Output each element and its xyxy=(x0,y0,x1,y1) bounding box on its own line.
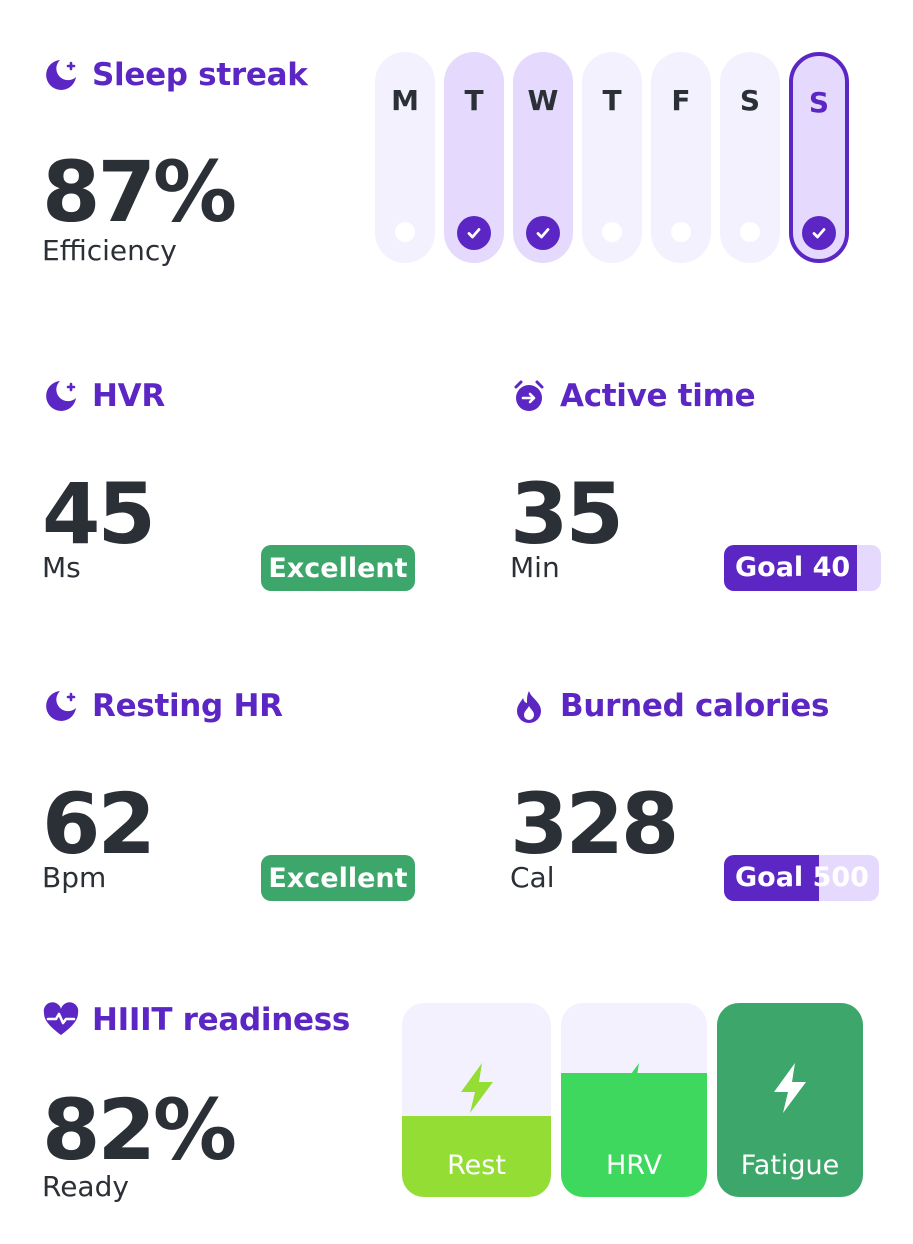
hvr-header: HVR xyxy=(42,377,165,415)
active-time-value: 35 xyxy=(510,465,624,563)
day-pill[interactable]: W xyxy=(513,52,573,263)
check-icon xyxy=(457,216,491,250)
resting-hr-status-badge: Excellent xyxy=(261,855,415,901)
readiness-card-label: Fatigue xyxy=(740,1150,840,1181)
active-time-title: Active time xyxy=(560,378,756,414)
active-time-header: Active time xyxy=(510,377,756,415)
alarm-clock-icon xyxy=(510,377,548,415)
day-pill[interactable]: T xyxy=(582,52,642,263)
heart-pulse-icon xyxy=(42,1001,80,1039)
day-letter: W xyxy=(527,84,559,117)
day-letter: S xyxy=(739,84,761,117)
hvr-status-badge: Excellent xyxy=(261,545,415,591)
readiness-card-label: HRV xyxy=(605,1150,663,1181)
moon-star-icon xyxy=(42,377,80,415)
resting-hr-header: Resting HR xyxy=(42,687,283,725)
lightning-bolt-icon xyxy=(612,1061,656,1115)
readiness-card-fatigue[interactable]: Fatigue xyxy=(717,1003,863,1197)
burned-calories-goal-fill xyxy=(724,855,819,901)
burned-calories-unit: Cal xyxy=(510,861,555,894)
readiness-card-label: Rest xyxy=(447,1150,506,1181)
hiit-readiness-header: HIIIT readiness xyxy=(42,1001,350,1039)
burned-calories-header: Burned calories xyxy=(510,687,829,725)
burned-calories-goal-bar: Goal 500 xyxy=(724,855,879,901)
empty-day-dot xyxy=(602,222,622,242)
day-pill[interactable]: S xyxy=(720,52,780,263)
lightning-bolt-icon xyxy=(768,1061,812,1115)
hiit-readiness-title: HIIIT readiness xyxy=(92,1002,351,1038)
day-pill[interactable]: F xyxy=(651,52,711,263)
day-pill[interactable]: S xyxy=(789,52,849,263)
hiit-readiness-value: 82% xyxy=(42,1081,237,1179)
day-letter: M xyxy=(391,84,419,117)
check-icon xyxy=(526,216,560,250)
sleep-streak-title: Sleep streak xyxy=(92,57,308,93)
day-letter: T xyxy=(464,84,484,117)
day-letter: S xyxy=(808,86,830,119)
active-time-goal-label: Goal 40 xyxy=(735,552,851,583)
readiness-card-rest[interactable]: Rest xyxy=(402,1003,551,1197)
moon-star-icon xyxy=(42,687,80,725)
sleep-efficiency-value: 87% xyxy=(42,143,237,241)
empty-day-dot xyxy=(395,222,415,242)
sleep-streak-header: Sleep streak xyxy=(42,56,308,94)
day-letter: F xyxy=(671,84,691,117)
sleep-efficiency-label: Efficiency xyxy=(42,234,177,267)
hiit-readiness-label: Ready xyxy=(42,1170,129,1203)
flame-icon xyxy=(510,687,548,725)
lightning-bolt-icon xyxy=(455,1061,499,1115)
day-letter: T xyxy=(602,84,622,117)
burned-calories-title: Burned calories xyxy=(560,688,830,724)
active-time-unit: Min xyxy=(510,551,560,584)
hvr-unit: Ms xyxy=(42,551,81,584)
hvr-title: HVR xyxy=(92,378,165,414)
burned-calories-goal-label: Goal 500 xyxy=(735,862,869,893)
resting-hr-unit: Bpm xyxy=(42,861,107,894)
day-pill[interactable]: T xyxy=(444,52,504,263)
empty-day-dot xyxy=(671,222,691,242)
day-pill[interactable]: M xyxy=(375,52,435,263)
readiness-level-fill xyxy=(402,1115,551,1197)
readiness-card-hrv[interactable]: HRV xyxy=(561,1003,707,1197)
check-icon xyxy=(802,216,836,250)
moon-star-icon xyxy=(42,56,80,94)
resting-hr-title: Resting HR xyxy=(92,688,283,724)
active-time-goal-bar: Goal 40 xyxy=(724,545,881,591)
hvr-value: 45 xyxy=(42,465,156,563)
empty-day-dot xyxy=(740,222,760,242)
resting-hr-value: 62 xyxy=(42,775,156,873)
active-time-goal-fill xyxy=(724,545,858,591)
burned-calories-value: 328 xyxy=(510,775,679,873)
